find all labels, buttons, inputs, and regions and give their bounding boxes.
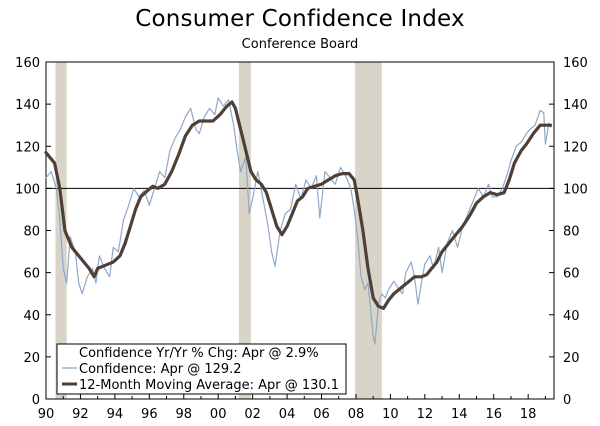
left-y-axis: 0 20 40 60 80 100 120 140 160 [15,56,51,408]
right-y-tick-label: 160 [563,56,588,71]
x-tick-label: 90 [38,407,55,422]
legend-entry-yoy: Confidence Yr/Yr % Chg: Apr @ 2.9% [79,346,319,361]
right-y-tick-label: 0 [563,393,571,408]
x-tick-label: 96 [141,407,158,422]
x-tick-label: 98 [175,407,192,422]
right-y-tick-label: 80 [563,225,580,240]
left-y-tick-label: 100 [15,182,40,197]
x-tick-label: 14 [451,407,468,422]
legend-box [56,343,347,395]
x-tick-label: 08 [348,407,365,422]
chart-subtitle: Conference Board [241,37,359,52]
series-layer [44,97,553,345]
x-tick-label: 12 [417,407,434,422]
right-y-tick-label: 40 [563,309,580,324]
right-y-tick-label: 120 [563,140,588,155]
right-y-tick-label: 140 [563,98,588,113]
recession-band-2 [238,62,251,399]
series-line-confidence [45,97,552,345]
x-tick-label: 06 [313,407,330,422]
right-y-axis: 0 20 40 60 80 100 120 140 160 [549,56,588,408]
x-tick-label: 94 [107,407,124,422]
left-y-tick-label: 140 [15,98,40,113]
x-tick-label: 18 [520,407,537,422]
left-y-tick-label: 0 [32,393,40,408]
x-axis: 90 92 94 96 98 00 02 04 06 08 10 12 14 16 18 [38,394,546,422]
left-y-tick-label: 60 [23,267,40,282]
left-y-tick-label: 40 [23,309,40,324]
recession-band-3 [355,62,382,399]
legend-entry-moving-average: 12-Month Moving Average: Apr @ 130.1 [79,378,339,393]
left-y-tick-label: 20 [23,351,40,366]
left-y-tick-label: 80 [23,225,40,240]
legend: Confidence Yr/Yr % Chg: Apr @ 2.9% Confi… [56,343,347,395]
legend-entry-confidence: Confidence: Apr @ 129.2 [79,362,242,377]
x-tick-label: 92 [72,407,89,422]
right-y-tick-label: 20 [563,351,580,366]
left-y-tick-label: 120 [15,140,40,155]
right-y-tick-label: 60 [563,267,580,282]
x-tick-label: 10 [382,407,399,422]
right-y-tick-label: 100 [563,182,588,197]
left-y-tick-label: 160 [15,56,40,71]
x-tick-label: 04 [279,407,296,422]
x-tick-label: 02 [244,407,261,422]
chart-title: Consumer Confidence Index [135,6,465,32]
x-tick-label: 00 [210,407,227,422]
x-tick-label: 16 [485,407,502,422]
series-line-moving-average [44,100,553,310]
